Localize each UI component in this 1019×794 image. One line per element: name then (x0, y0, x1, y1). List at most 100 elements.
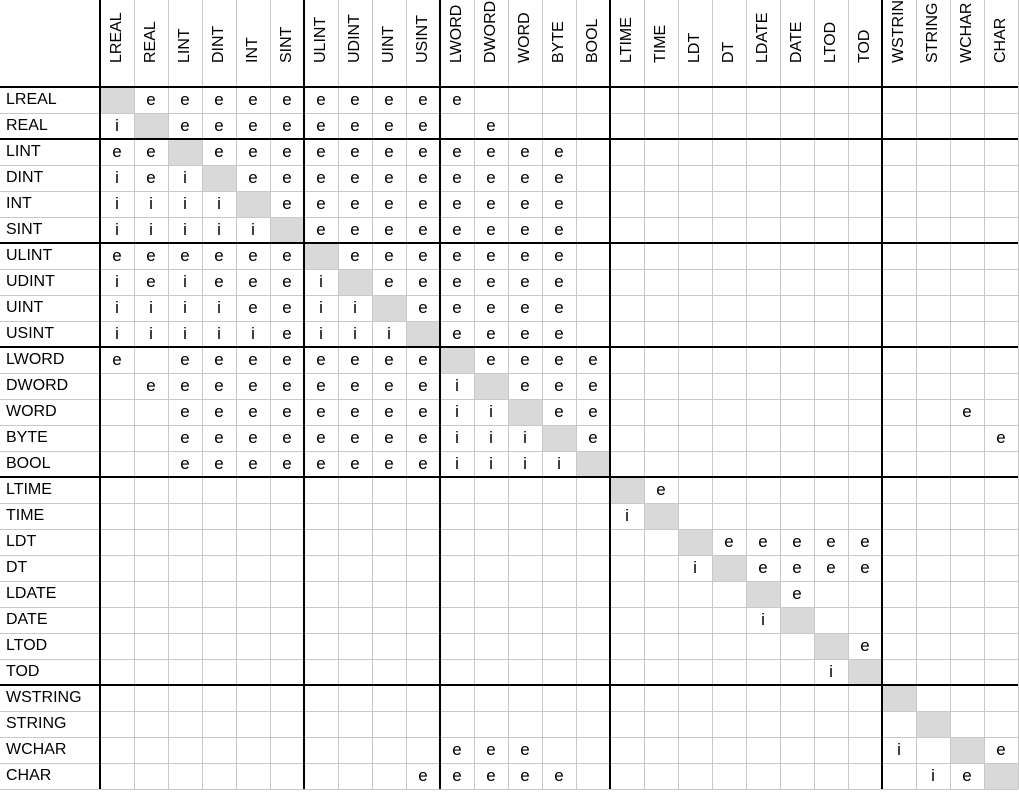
matrix-cell: e (418, 402, 428, 421)
matrix-cell (882, 529, 916, 555)
matrix-cell (984, 295, 1018, 321)
matrix-cell (576, 763, 610, 789)
matrix-cell (814, 373, 848, 399)
matrix-cell: e (418, 90, 428, 109)
matrix-cell (202, 659, 236, 685)
matrix-cell: e (316, 90, 326, 109)
matrix-cell (644, 321, 678, 347)
matrix-cell: e (792, 532, 802, 551)
matrix-cell (916, 659, 950, 685)
column-header: LDATE (746, 0, 780, 87)
matrix-cell (916, 607, 950, 633)
matrix-cell (168, 737, 202, 763)
matrix-cell: e (452, 90, 462, 109)
matrix-cell (882, 243, 916, 269)
matrix-cell: e (316, 116, 326, 135)
matrix-cell (644, 737, 678, 763)
matrix-cell (406, 711, 440, 737)
matrix-cell (644, 711, 678, 737)
grid-line (168, 0, 169, 789)
matrix-cell: e (282, 142, 292, 161)
matrix-cell (984, 139, 1018, 165)
matrix-cell (610, 347, 644, 373)
matrix-cell: i (523, 428, 527, 447)
matrix-cell (576, 685, 610, 711)
matrix-cell (882, 321, 916, 347)
matrix-cell (134, 529, 168, 555)
matrix-cell (406, 581, 440, 607)
matrix-cell (848, 763, 882, 789)
grid-line (984, 0, 985, 789)
matrix-cell (474, 685, 508, 711)
matrix-cell (882, 503, 916, 529)
matrix-cell (508, 685, 542, 711)
matrix-cell: e (350, 142, 360, 161)
matrix-cell (678, 425, 712, 451)
grid-line (0, 373, 1018, 374)
matrix-cell (984, 555, 1018, 581)
matrix-cell: e (520, 298, 530, 317)
matrix-cell (746, 87, 780, 113)
matrix-cell (746, 425, 780, 451)
matrix-cell (576, 217, 610, 243)
matrix-cell: e (520, 142, 530, 161)
matrix-cell: e (452, 766, 462, 785)
matrix-cell (644, 243, 678, 269)
matrix-cell (202, 711, 236, 737)
matrix-cell (814, 503, 848, 529)
matrix-cell (542, 581, 576, 607)
matrix-cell (984, 529, 1018, 555)
matrix-cell (814, 399, 848, 425)
matrix-cell (984, 191, 1018, 217)
matrix-cell: e (520, 324, 530, 343)
matrix-cell (440, 633, 474, 659)
matrix-cell: e (384, 168, 394, 187)
matrix-cell (236, 659, 270, 685)
matrix-cell (474, 87, 508, 113)
matrix-cell (746, 685, 780, 711)
group-separator (99, 0, 101, 789)
matrix-cell (814, 87, 848, 113)
matrix-cell (610, 165, 644, 191)
matrix-cell: e (180, 428, 190, 447)
matrix-cell (508, 529, 542, 555)
matrix-cell: e (418, 220, 428, 239)
diagonal-cell (372, 295, 406, 321)
matrix-cell (338, 711, 372, 737)
matrix-cell (814, 243, 848, 269)
matrix-cell: e (316, 376, 326, 395)
diagonal-cell (304, 243, 338, 269)
matrix-cell (848, 581, 882, 607)
matrix-cell (950, 581, 984, 607)
matrix-cell: e (384, 428, 394, 447)
matrix-cell (100, 685, 134, 711)
matrix-cell: e (112, 350, 122, 369)
matrix-cell (202, 633, 236, 659)
column-header: TIME (644, 0, 678, 87)
diagonal-cell (712, 555, 746, 581)
matrix-cell: e (350, 402, 360, 421)
matrix-cell (168, 529, 202, 555)
matrix-cell (984, 243, 1018, 269)
matrix-cell (270, 529, 304, 555)
matrix-cell (984, 321, 1018, 347)
diagonal-cell (916, 711, 950, 737)
matrix-cell (984, 217, 1018, 243)
matrix-cell (202, 581, 236, 607)
matrix-cell: e (452, 324, 462, 343)
matrix-cell (168, 607, 202, 633)
matrix-cell (644, 373, 678, 399)
matrix-cell: i (897, 740, 901, 759)
matrix-cell: e (248, 142, 258, 161)
matrix-cell: e (384, 194, 394, 213)
matrix-cell: e (554, 142, 564, 161)
grid-line (848, 0, 849, 789)
matrix-cell (474, 503, 508, 529)
matrix-cell (780, 243, 814, 269)
matrix-cell (678, 711, 712, 737)
matrix-cell (814, 165, 848, 191)
matrix-cell (712, 685, 746, 711)
grid-line (780, 0, 781, 789)
matrix-cell (950, 659, 984, 685)
matrix-cell (678, 503, 712, 529)
